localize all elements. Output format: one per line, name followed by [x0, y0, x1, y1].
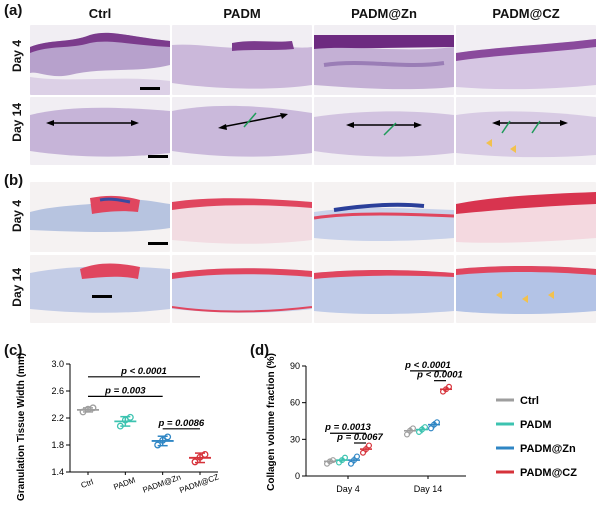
- chart-d-point: [434, 419, 441, 426]
- chart-c-point: [79, 408, 87, 416]
- chart-d-point: [326, 458, 333, 465]
- chart-c-ytick-label: 2.6: [51, 386, 64, 396]
- legend-label: PADM: [520, 419, 552, 431]
- chart-c-ytick-label: 1.4: [51, 467, 64, 477]
- he-image-ctrl-day14: [30, 97, 170, 165]
- chart-d-ytick-label: 60: [290, 398, 300, 408]
- chart-c-point: [121, 416, 129, 424]
- masson-image-padm-day14: [172, 255, 312, 323]
- masson-image-padm-cz-day14: [456, 255, 596, 323]
- chart-d-significance-label: p = 0.0013: [324, 422, 371, 433]
- masson-image-padm-zn-day14: [314, 255, 454, 323]
- panel-label-b: (b): [4, 172, 24, 189]
- chart-c-significance-label: p < 0.0001: [120, 366, 167, 377]
- he-image-padm-zn-day14: [314, 97, 454, 165]
- he-image-ctrl-day4: [30, 25, 170, 95]
- row-header-a-day4: Day 4: [10, 40, 24, 73]
- chart-d-point: [446, 383, 453, 390]
- chart-d-ylabel: Collagen volume fraction (%): [266, 353, 277, 491]
- chart-c-significance-label: p = 0.0086: [157, 418, 204, 429]
- legend-label: Ctrl: [520, 395, 539, 407]
- he-image-padm-cz-day4: [456, 25, 596, 95]
- chart-d-significance-label: p = 0.0067: [336, 432, 383, 443]
- chart-c-point: [196, 453, 204, 461]
- chart-d-point: [428, 425, 435, 432]
- chart-c-ytick-label: 2.2: [51, 413, 64, 423]
- masson-image-ctrl-day4: [30, 182, 170, 252]
- chart-d-significance-label: p < 0.0001: [404, 360, 451, 371]
- chart-d-xtick-label: Day 14: [414, 484, 443, 494]
- chart-c-point: [154, 441, 162, 449]
- masson-image-padm-cz-day4: [456, 182, 596, 252]
- chart-c-ylabel: Granulation Tissue Width (mm): [16, 353, 27, 501]
- row-header-b-day4: Day 4: [10, 200, 24, 233]
- chart-d-point: [362, 446, 369, 453]
- column-header-padm-zn: PADM@Zn: [351, 6, 417, 21]
- chart-c-significance-label: p = 0.003: [104, 385, 146, 396]
- chart-c-xtick-label: PADM@Zn: [141, 473, 182, 495]
- chart-d: Collagen volume fraction (%) 0 30 60 90 Day …: [266, 353, 577, 494]
- column-header-padm: PADM: [223, 6, 261, 21]
- chart-d-ytick-label: 30: [290, 434, 300, 444]
- legend-label: PADM@Zn: [520, 443, 576, 455]
- chart-d-ytick-label: 0: [295, 471, 300, 481]
- chart-d-ytick-label: 90: [290, 361, 300, 371]
- chart-c-xtick-label: Ctrl: [80, 477, 95, 490]
- chart-d-point: [359, 449, 366, 456]
- chart-c-point: [164, 433, 172, 441]
- chart-d-xtick-label: Day 4: [336, 484, 360, 494]
- chart-d-point: [404, 431, 411, 438]
- he-image-padm-cz-day14: [456, 97, 596, 165]
- panel-label-d: (d): [250, 342, 270, 359]
- chart-c-point: [126, 413, 134, 421]
- column-header-padm-cz: PADM@CZ: [492, 6, 560, 21]
- chart-c-xtick-label: PADM: [112, 475, 137, 491]
- row-header-a-day14: Day 14: [10, 103, 24, 142]
- chart-c: Granulation Tissue Width (mm) 1.4 1.8 2.2 2…: [16, 353, 220, 501]
- column-header-ctrl: Ctrl: [88, 6, 112, 21]
- he-image-padm-zn-day4: [314, 25, 454, 95]
- chart-c-point: [201, 450, 209, 458]
- chart-d-point: [365, 442, 372, 449]
- chart-c-xtick-label: PADM@CZ: [178, 472, 220, 495]
- masson-image-padm-zn-day4: [314, 182, 454, 252]
- masson-image-ctrl-day14: [30, 255, 170, 323]
- chart-c-point: [116, 422, 124, 430]
- chart-c-point: [159, 436, 167, 444]
- chart-d-point: [353, 453, 360, 460]
- chart-d-point: [341, 454, 348, 461]
- masson-image-padm-day4: [172, 182, 312, 252]
- chart-d-point: [422, 424, 429, 431]
- row-header-b-day14: Day 14: [10, 268, 24, 307]
- legend-label: PADM@CZ: [520, 467, 577, 479]
- chart-d-point: [347, 460, 354, 467]
- he-image-padm-day14: [172, 97, 312, 165]
- chart-c-ytick-label: 3.0: [51, 359, 64, 369]
- he-image-padm-day4: [172, 25, 312, 95]
- chart-c-point: [89, 404, 97, 412]
- panel-label-c: (c): [4, 342, 23, 359]
- chart-d-significance-label: p < 0.0001: [416, 370, 463, 381]
- chart-d-point: [410, 425, 417, 432]
- panel-label-a: (a): [4, 2, 23, 19]
- chart-c-ytick-label: 1.8: [51, 440, 64, 450]
- chart-d-point: [329, 457, 336, 464]
- chart-d-point: [350, 457, 357, 464]
- chart-c-point: [191, 458, 199, 466]
